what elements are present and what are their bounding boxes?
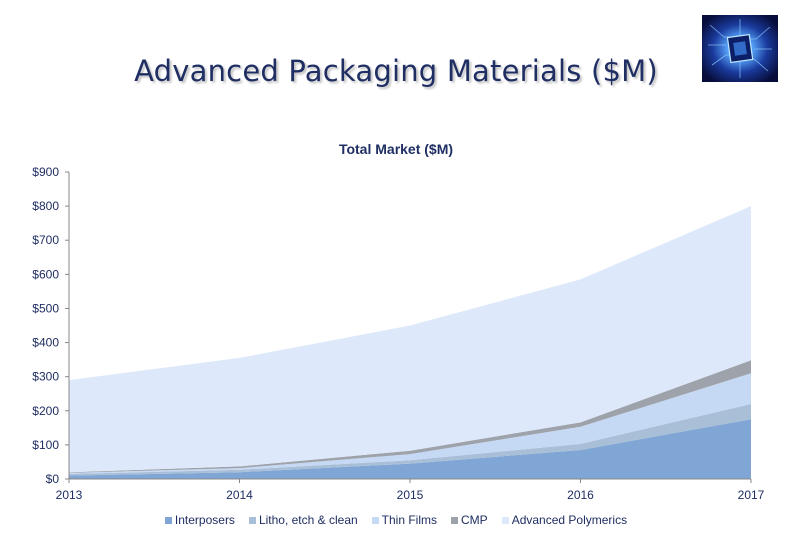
chart-title: Total Market ($M) <box>338 141 454 157</box>
legend-label: Advanced Polymerics <box>511 513 628 527</box>
chart-legend: Interposers Litho, etch & clean Thin Films… <box>0 513 792 527</box>
legend-item: Advanced Polymerics <box>501 513 628 527</box>
y-tick-label: $700 <box>32 233 59 247</box>
legend-swatch <box>248 516 256 524</box>
legend-item: CMP <box>451 513 488 527</box>
legend-item: Litho, etch & clean <box>248 513 358 527</box>
circuit-chip-icon <box>702 15 778 82</box>
legend-item: Thin Films <box>371 513 438 527</box>
y-tick-label: $100 <box>32 438 59 452</box>
x-tick-label: 2013 <box>56 488 83 502</box>
area-series-0 <box>69 419 751 479</box>
x-tick-label: 2015 <box>397 488 424 502</box>
x-tick-label: 2017 <box>738 488 765 502</box>
area-series-1 <box>69 404 751 476</box>
y-tick-label: $0 <box>46 472 60 486</box>
legend-label: Thin Films <box>381 513 438 527</box>
legend-swatch <box>451 516 459 524</box>
x-tick-label: 2016 <box>567 488 594 502</box>
y-tick-label: $200 <box>32 404 59 418</box>
legend-swatch <box>371 516 379 524</box>
slide-title: Advanced Packaging Materials ($M) <box>134 54 658 88</box>
y-tick-label: $300 <box>32 370 59 384</box>
y-tick-label: $900 <box>32 165 59 179</box>
legend-label: CMP <box>461 513 488 527</box>
y-tick-label: $500 <box>32 301 59 315</box>
stacked-area-chart: $0 $100 $200 $300 $400 $500 $600 $700 $800 $900 20… <box>32 165 765 502</box>
area-series-2 <box>69 373 751 474</box>
legend-swatch <box>501 516 509 524</box>
y-tick-label: $800 <box>32 199 59 213</box>
legend-label: Interposers <box>174 513 235 527</box>
y-tick-label: $400 <box>32 336 59 350</box>
x-tick-label: 2014 <box>226 488 253 502</box>
legend-swatch <box>164 516 172 524</box>
y-tick-label: $600 <box>32 267 59 281</box>
legend-item: Interposers <box>164 513 235 527</box>
legend-label: Litho, etch & clean <box>258 513 358 527</box>
area-series-4 <box>69 206 751 473</box>
